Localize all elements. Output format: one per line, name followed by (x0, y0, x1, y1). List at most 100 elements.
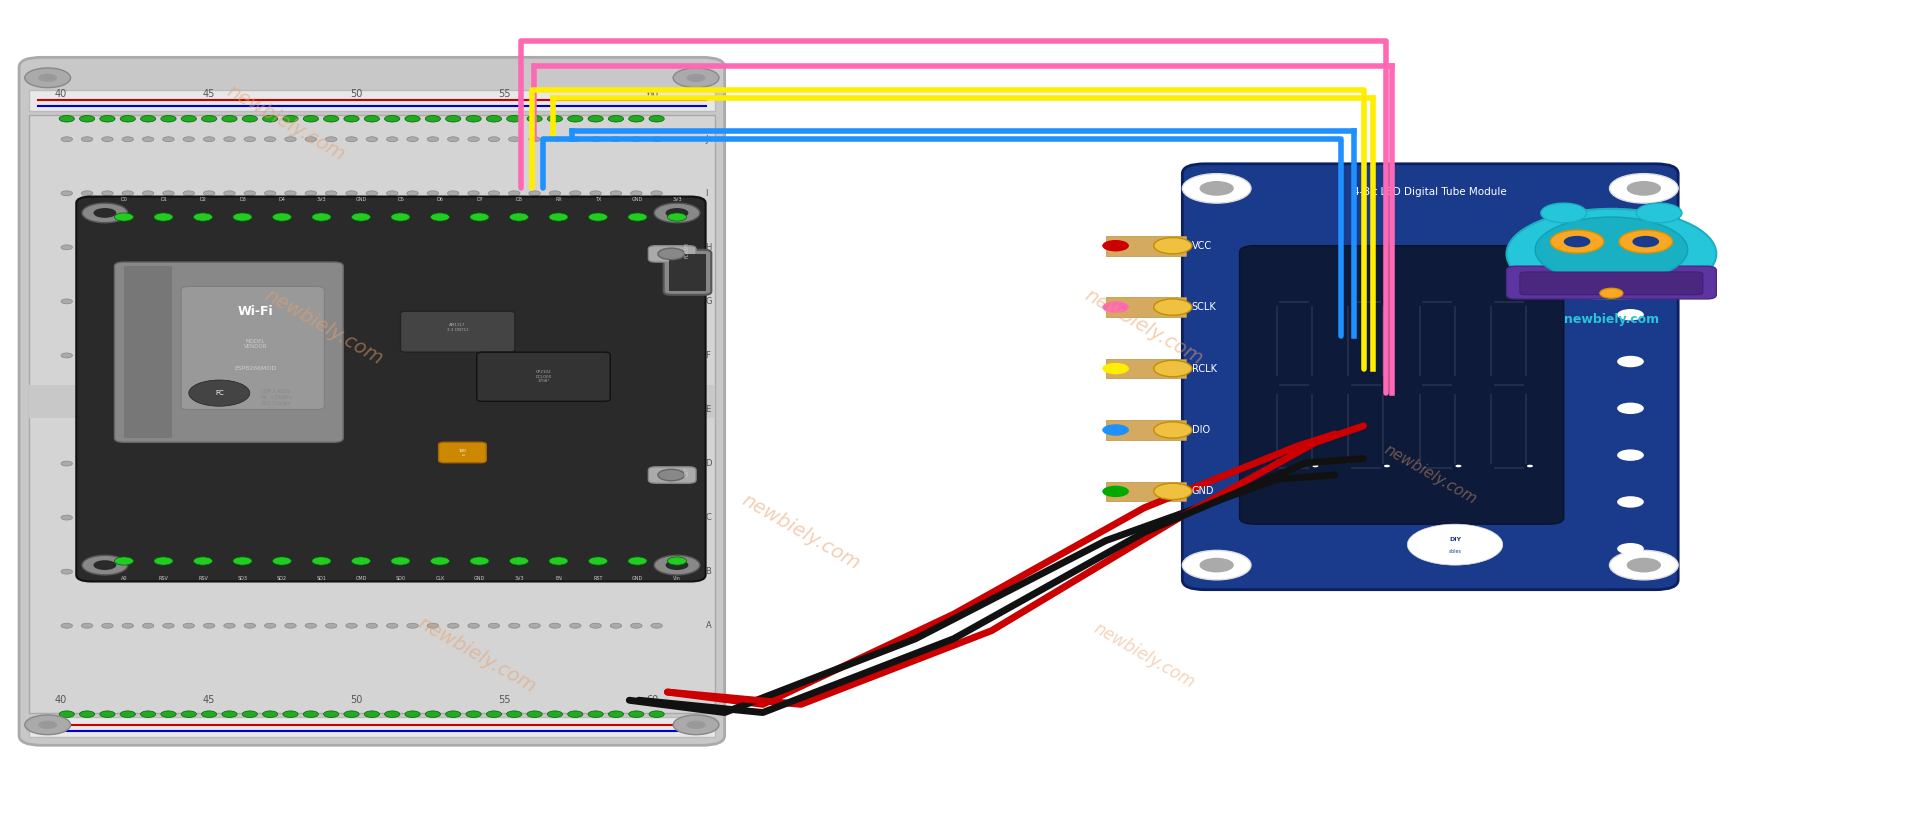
Circle shape (345, 461, 357, 466)
Text: RSV: RSV (158, 576, 168, 581)
Text: ESP8266MOD: ESP8266MOD (235, 366, 277, 371)
Circle shape (101, 569, 113, 574)
Circle shape (631, 407, 643, 412)
Circle shape (1200, 558, 1234, 572)
Circle shape (448, 137, 460, 142)
Circle shape (488, 623, 500, 628)
Bar (1106, 359, 1186, 378)
Circle shape (244, 353, 256, 358)
Circle shape (467, 353, 479, 358)
Circle shape (143, 245, 154, 250)
Circle shape (427, 407, 439, 412)
Text: D1: D1 (160, 197, 168, 202)
Circle shape (345, 407, 357, 412)
Circle shape (610, 191, 622, 196)
Circle shape (467, 245, 479, 250)
Circle shape (608, 115, 624, 122)
Circle shape (387, 191, 399, 196)
Circle shape (114, 213, 133, 221)
Circle shape (366, 137, 378, 142)
Circle shape (667, 213, 687, 221)
Circle shape (587, 711, 603, 717)
Circle shape (610, 515, 622, 520)
Text: D7: D7 (477, 197, 482, 202)
Circle shape (1407, 524, 1503, 565)
Circle shape (509, 191, 521, 196)
Circle shape (305, 299, 317, 304)
Circle shape (204, 407, 215, 412)
Circle shape (61, 515, 72, 520)
Circle shape (154, 557, 174, 565)
Circle shape (549, 353, 561, 358)
Circle shape (122, 623, 133, 628)
Text: GND: GND (355, 197, 366, 202)
Circle shape (345, 515, 357, 520)
Text: ISM 2.4GHz
PA  +25dBm
802.11b/g/n: ISM 2.4GHz PA +25dBm 802.11b/g/n (261, 389, 292, 405)
Circle shape (61, 245, 72, 250)
Text: Vin: Vin (673, 576, 681, 581)
Circle shape (469, 213, 488, 221)
Text: GND: GND (631, 576, 643, 581)
Text: ables: ables (1449, 549, 1461, 554)
Circle shape (509, 461, 521, 466)
Circle shape (93, 560, 116, 570)
Circle shape (631, 569, 643, 574)
Circle shape (244, 137, 256, 142)
Circle shape (221, 711, 236, 717)
Text: D8: D8 (515, 197, 523, 202)
Circle shape (570, 137, 582, 142)
Circle shape (343, 115, 359, 122)
Circle shape (223, 245, 235, 250)
Circle shape (59, 115, 74, 122)
Circle shape (183, 353, 195, 358)
FancyBboxPatch shape (76, 197, 706, 581)
Circle shape (143, 353, 154, 358)
FancyBboxPatch shape (400, 311, 515, 352)
Circle shape (549, 213, 568, 221)
Circle shape (303, 711, 318, 717)
Text: RST: RST (685, 466, 688, 476)
Circle shape (38, 721, 57, 729)
Circle shape (448, 407, 460, 412)
Circle shape (467, 461, 479, 466)
Circle shape (570, 191, 582, 196)
FancyBboxPatch shape (1507, 266, 1716, 299)
Circle shape (1154, 483, 1192, 500)
Circle shape (101, 137, 113, 142)
Circle shape (1154, 422, 1192, 438)
Circle shape (61, 191, 72, 196)
Circle shape (82, 515, 93, 520)
Circle shape (650, 191, 662, 196)
Circle shape (570, 569, 582, 574)
Circle shape (673, 68, 719, 88)
Text: DIY: DIY (1449, 537, 1461, 542)
Circle shape (431, 213, 450, 221)
Circle shape (467, 191, 479, 196)
Circle shape (141, 711, 156, 717)
Circle shape (326, 515, 338, 520)
Circle shape (425, 115, 441, 122)
Circle shape (528, 191, 540, 196)
Circle shape (589, 515, 601, 520)
Circle shape (143, 623, 154, 628)
Circle shape (345, 245, 357, 250)
Circle shape (162, 245, 174, 250)
Text: 4-Bit LED Digital Tube Module: 4-Bit LED Digital Tube Module (1354, 188, 1507, 197)
Circle shape (570, 407, 582, 412)
Circle shape (242, 115, 257, 122)
Text: FC: FC (215, 390, 223, 396)
Circle shape (305, 191, 317, 196)
Circle shape (631, 461, 643, 466)
Circle shape (181, 115, 196, 122)
Circle shape (202, 711, 217, 717)
Circle shape (25, 68, 71, 88)
Circle shape (1550, 230, 1604, 253)
Circle shape (448, 191, 460, 196)
Circle shape (1535, 217, 1688, 283)
Circle shape (467, 137, 479, 142)
Circle shape (265, 137, 277, 142)
Text: EN: EN (555, 576, 563, 581)
Circle shape (650, 245, 662, 250)
Circle shape (427, 245, 439, 250)
Circle shape (650, 407, 662, 412)
